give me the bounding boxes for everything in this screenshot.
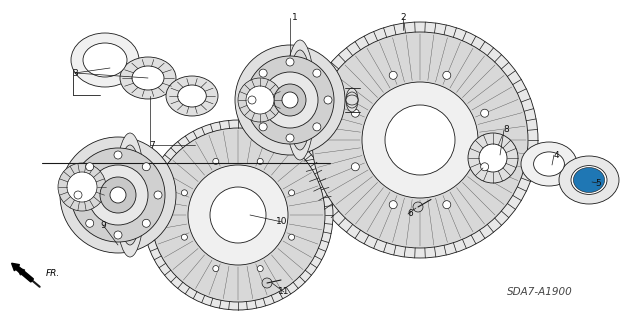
Circle shape (389, 71, 397, 79)
Circle shape (313, 69, 321, 77)
Circle shape (71, 148, 165, 242)
Circle shape (151, 128, 325, 302)
Circle shape (86, 163, 93, 171)
Circle shape (312, 32, 528, 248)
Circle shape (262, 72, 318, 128)
Text: 5: 5 (595, 179, 601, 188)
Circle shape (313, 123, 321, 131)
Text: 9: 9 (100, 220, 106, 229)
Ellipse shape (124, 171, 136, 219)
Ellipse shape (521, 142, 577, 186)
Circle shape (181, 234, 188, 240)
Circle shape (389, 201, 397, 209)
Text: 6: 6 (407, 210, 413, 219)
Text: 8: 8 (503, 125, 509, 135)
Circle shape (385, 105, 455, 175)
Circle shape (259, 69, 267, 77)
Circle shape (302, 22, 538, 258)
Circle shape (289, 190, 294, 196)
Circle shape (468, 133, 518, 183)
FancyArrow shape (12, 263, 33, 282)
Circle shape (274, 84, 306, 116)
Ellipse shape (571, 166, 607, 194)
Circle shape (210, 187, 266, 243)
Circle shape (257, 159, 263, 164)
Circle shape (257, 266, 263, 271)
Circle shape (235, 45, 345, 155)
Ellipse shape (118, 145, 142, 245)
Circle shape (74, 191, 82, 199)
Circle shape (154, 191, 162, 199)
Circle shape (324, 96, 332, 104)
Circle shape (100, 177, 136, 213)
Circle shape (259, 123, 267, 131)
Ellipse shape (120, 57, 176, 99)
Circle shape (181, 190, 188, 196)
Ellipse shape (559, 156, 619, 204)
Circle shape (58, 163, 106, 211)
Circle shape (481, 163, 489, 171)
Ellipse shape (285, 40, 315, 160)
Circle shape (286, 134, 294, 142)
Text: 10: 10 (276, 218, 288, 226)
Ellipse shape (71, 33, 139, 87)
Circle shape (238, 78, 282, 122)
Circle shape (246, 56, 334, 144)
Circle shape (114, 231, 122, 239)
Circle shape (351, 163, 359, 171)
Ellipse shape (295, 78, 305, 122)
Circle shape (213, 266, 219, 271)
Circle shape (213, 159, 219, 164)
Circle shape (413, 202, 423, 212)
Ellipse shape (291, 64, 309, 136)
Circle shape (289, 234, 294, 240)
Ellipse shape (121, 157, 139, 233)
Circle shape (67, 172, 97, 202)
Circle shape (188, 165, 288, 265)
Text: 11: 11 (278, 287, 290, 296)
Text: 7: 7 (149, 140, 155, 150)
Circle shape (86, 219, 93, 227)
Ellipse shape (346, 95, 358, 105)
Circle shape (443, 201, 451, 209)
Text: 4: 4 (553, 151, 559, 160)
Circle shape (114, 151, 122, 159)
Text: FR.: FR. (46, 269, 60, 278)
Circle shape (60, 137, 176, 253)
Ellipse shape (132, 66, 164, 90)
Circle shape (481, 109, 489, 117)
Ellipse shape (83, 43, 127, 77)
Circle shape (248, 96, 256, 104)
Ellipse shape (178, 85, 206, 107)
Circle shape (143, 120, 333, 310)
Ellipse shape (288, 50, 312, 150)
Ellipse shape (346, 92, 358, 108)
Ellipse shape (115, 133, 145, 257)
Text: 2: 2 (400, 13, 406, 23)
Circle shape (282, 92, 298, 108)
Circle shape (142, 219, 150, 227)
Circle shape (88, 165, 148, 225)
Circle shape (262, 278, 272, 288)
Text: SDA7-A1900: SDA7-A1900 (507, 287, 573, 297)
Circle shape (246, 86, 274, 114)
Ellipse shape (166, 76, 218, 116)
Circle shape (351, 109, 359, 117)
Circle shape (479, 144, 507, 172)
Ellipse shape (534, 152, 564, 176)
Circle shape (142, 163, 150, 171)
Text: 3: 3 (72, 69, 78, 78)
Ellipse shape (573, 167, 605, 192)
Circle shape (443, 71, 451, 79)
Text: 1: 1 (292, 13, 298, 23)
Circle shape (286, 58, 294, 66)
Circle shape (362, 82, 478, 198)
Circle shape (110, 187, 126, 203)
Ellipse shape (346, 88, 358, 112)
